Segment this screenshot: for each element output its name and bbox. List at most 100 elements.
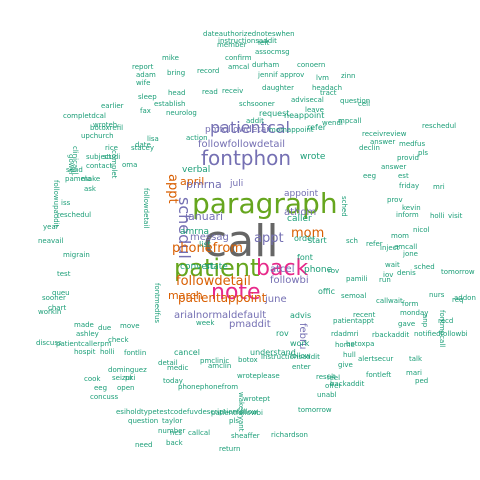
cloud-word: inform — [396, 211, 419, 219]
cloud-word: record — [197, 67, 220, 75]
cloud-word: rov — [328, 267, 340, 275]
cloud-word: callcal — [188, 429, 211, 437]
cloud-word: iss — [61, 199, 71, 207]
cloud-word: follow — [290, 352, 311, 360]
cloud-word: inject — [380, 244, 400, 252]
cloud-word: make — [81, 175, 101, 183]
cloud-word: headach — [312, 84, 343, 92]
cloud-word: bring — [167, 69, 186, 77]
cloud-word: prov — [387, 196, 403, 204]
cloud-word: phonefrom — [172, 241, 243, 256]
cloud-word: neappoint — [284, 111, 325, 120]
cloud-word: verbal — [182, 165, 211, 175]
cloud-word: patientappoint — [178, 291, 267, 305]
cloud-word: holli — [430, 212, 445, 220]
cloud-word: test — [57, 270, 71, 278]
cloud-word: april — [180, 175, 205, 188]
cloud-word: pki — [125, 374, 136, 382]
cloud-word: rbackaddit — [372, 331, 410, 339]
cloud-word: cell — [358, 100, 371, 108]
cloud-word: cancel — [174, 348, 200, 357]
cloud-word: caller — [287, 214, 312, 224]
cloud-word: patientfollowbi — [211, 409, 263, 417]
cloud-word: head — [168, 89, 186, 97]
cloud-word: pls — [418, 149, 429, 157]
cloud-word: rdadmri — [331, 330, 359, 338]
cloud-word: convert — [180, 262, 215, 272]
cloud-word: recd — [438, 317, 454, 325]
cloud-word: fontleft — [366, 371, 392, 379]
cloud-word: mari — [406, 369, 422, 377]
cloud-word: patient — [174, 254, 260, 282]
cloud-word: daughter — [262, 84, 294, 92]
cloud-word: gower — [67, 154, 75, 176]
cloud-word: order — [294, 234, 316, 243]
cloud-word: alertsecur — [358, 355, 394, 363]
cloud-word: followupaddit — [52, 180, 60, 228]
cloud-word: give — [338, 361, 353, 369]
cloud-word: phone — [304, 265, 333, 275]
cloud-word: confirm — [225, 54, 252, 62]
cloud-word: recent — [353, 311, 376, 319]
cloud-word: number — [158, 427, 186, 435]
cloud-word: addon — [454, 294, 476, 302]
cloud-word: appoint — [284, 189, 319, 199]
cloud-word: taylor — [162, 417, 183, 425]
cloud-word: member — [217, 41, 247, 49]
cloud-word: detail — [158, 359, 178, 367]
cloud-word: advis — [290, 311, 312, 320]
cloud-word: botox — [238, 356, 258, 364]
cloud-word: amrna — [180, 227, 210, 237]
cloud-word: neavail — [38, 237, 64, 245]
cloud-word: sheaffer — [231, 432, 260, 440]
cloud-word: instructionsaddit — [261, 353, 320, 361]
cloud-word: appt — [254, 231, 284, 246]
cloud-word: return — [219, 445, 241, 453]
cloud-word: approv — [280, 71, 305, 79]
cloud-word: ped — [415, 377, 429, 385]
cloud-word: fontmpcall — [438, 310, 446, 348]
cloud-word: hull — [343, 351, 356, 359]
cloud-word: hospit — [74, 348, 96, 356]
cloud-word: januari — [185, 210, 224, 223]
cloud-word: june — [265, 294, 287, 305]
cloud-word: leave — [305, 106, 324, 114]
cloud-word: pmrna — [186, 178, 222, 191]
cloud-word: year — [43, 223, 59, 231]
cloud-word: notifiedfollowbi — [414, 330, 468, 338]
cloud-word: momappoint — [269, 126, 314, 134]
cloud-word: queu — [52, 289, 70, 297]
cloud-word: send — [66, 166, 83, 174]
cloud-word: sched — [414, 263, 435, 271]
cloud-word: fontlin — [124, 349, 147, 357]
cloud-word: mri — [433, 183, 445, 191]
cloud-word: conoern — [297, 61, 326, 69]
cloud-word: zinn — [341, 72, 356, 80]
cloud-word: refer — [366, 240, 383, 248]
cloud-word: list — [199, 240, 211, 249]
cloud-word: ask — [84, 185, 96, 193]
cloud-word: pmfollowdetail — [205, 125, 272, 135]
cloud-word: schedul — [175, 197, 194, 259]
cloud-word: receiv — [222, 87, 244, 95]
cloud-word: eeg — [94, 384, 108, 392]
cloud-word: stacey — [131, 144, 154, 152]
cloud-word: note — [211, 280, 261, 305]
cloud-word: request — [259, 109, 290, 118]
cloud-word: feel — [327, 374, 341, 382]
cloud-word: made — [74, 321, 94, 329]
cloud-word: refer — [307, 123, 327, 132]
cloud-word: fontmedfus — [153, 283, 161, 324]
cloud-word: appt — [165, 174, 180, 204]
cloud-word: medfus — [399, 140, 426, 148]
cloud-word: rov — [276, 329, 289, 338]
cloud-word: work — [290, 339, 310, 348]
cloud-word: earlier — [101, 102, 124, 110]
cloud-word: wakewyant — [237, 392, 245, 432]
cloud-word: pls — [229, 417, 240, 425]
cloud-word: anp — [421, 314, 429, 328]
cloud-word: wrotept — [243, 395, 270, 403]
cloud-word: medic — [167, 364, 189, 372]
cloud-word: tract — [320, 89, 337, 97]
